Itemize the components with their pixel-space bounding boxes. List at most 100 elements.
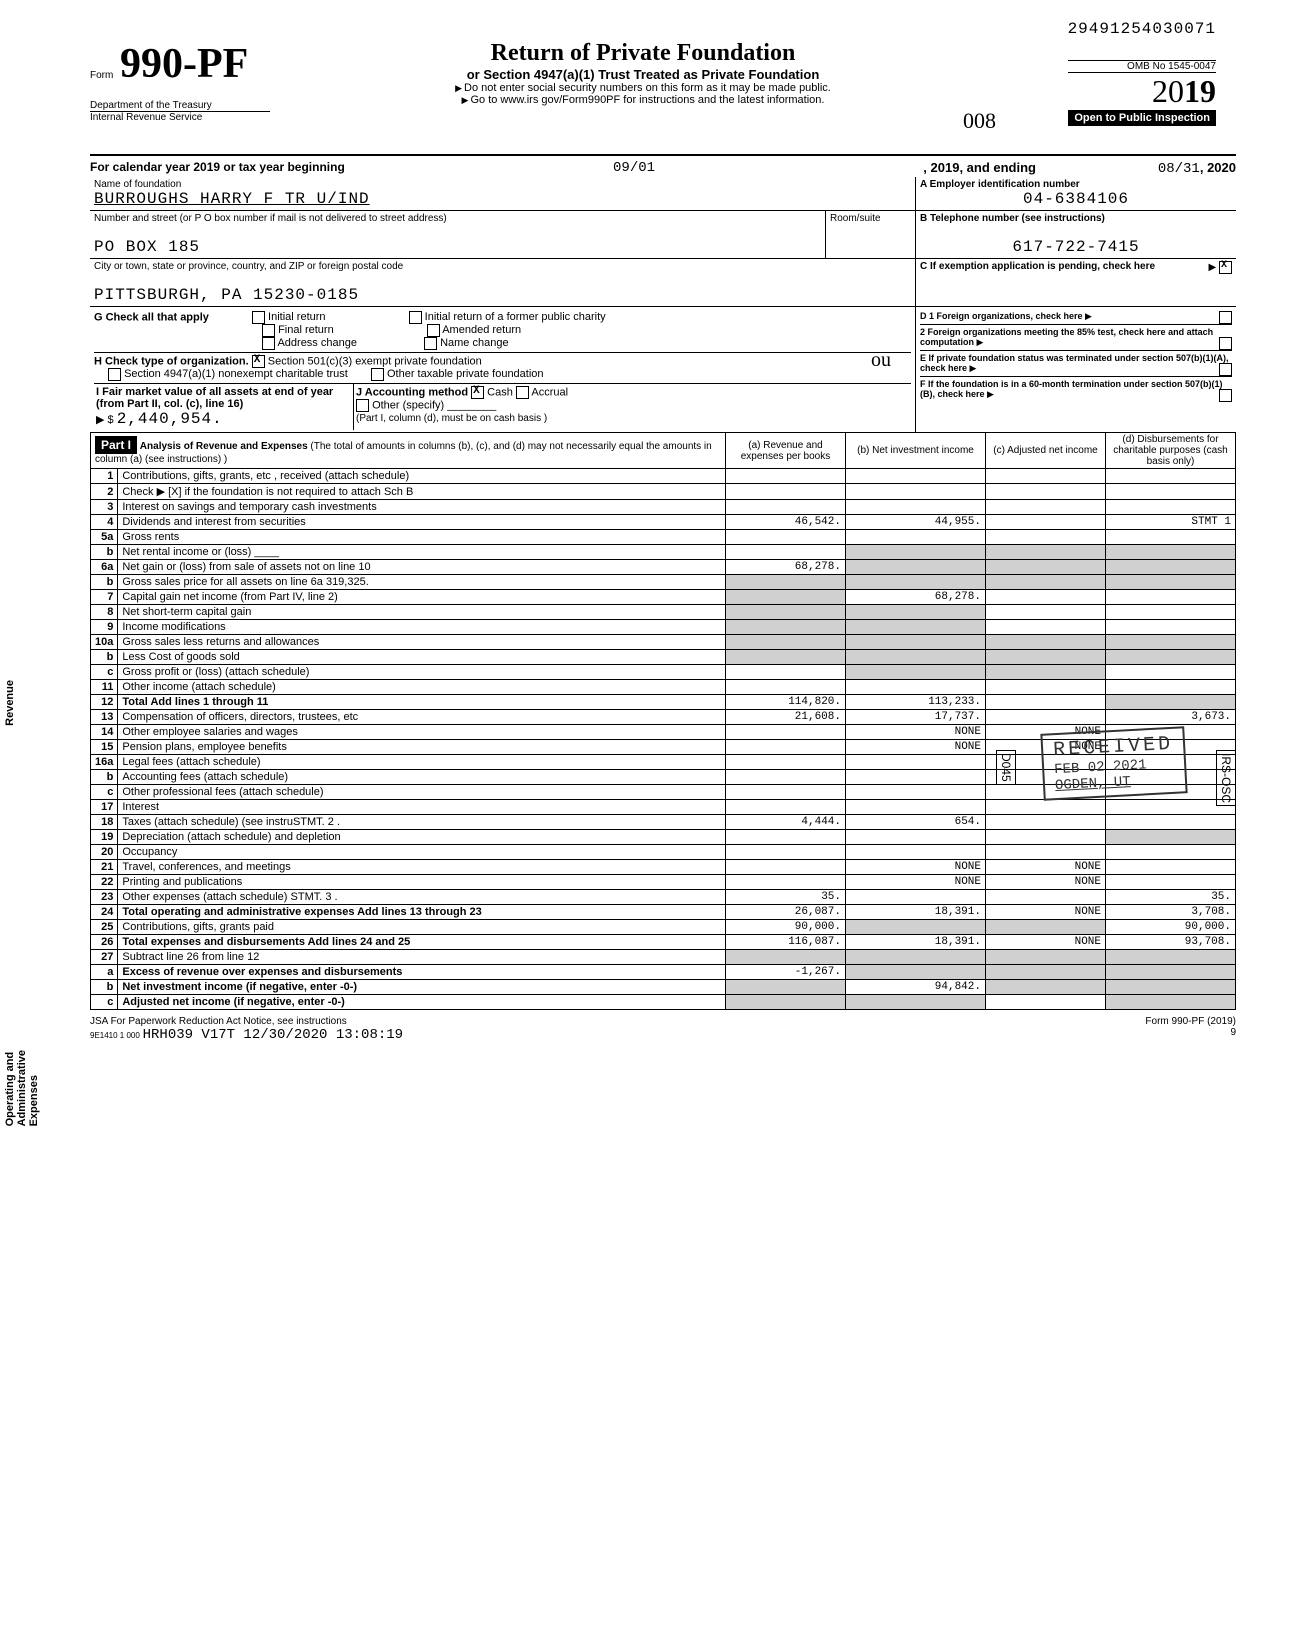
col-a-value[interactable] (726, 469, 846, 484)
col-b-value[interactable]: 113,233. (846, 695, 986, 710)
col-c-value[interactable] (986, 469, 1106, 484)
col-a-value[interactable] (726, 680, 846, 695)
col-a-value[interactable]: 4,444. (726, 815, 846, 830)
col-b-value[interactable]: 44,955. (846, 515, 986, 530)
col-c-value[interactable] (986, 980, 1106, 995)
col-c-value[interactable] (986, 650, 1106, 665)
col-d-value[interactable] (1106, 980, 1236, 995)
col-a-value[interactable] (726, 530, 846, 545)
col-b-value[interactable]: NONE (846, 875, 986, 890)
col-c-value[interactable] (986, 920, 1106, 935)
col-b-value[interactable] (846, 605, 986, 620)
col-c-value[interactable] (986, 950, 1106, 965)
col-d-value[interactable]: 90,000. (1106, 920, 1236, 935)
col-a-value[interactable]: 114,820. (726, 695, 846, 710)
col-a-value[interactable]: 90,000. (726, 920, 846, 935)
col-c-value[interactable] (986, 605, 1106, 620)
j-accrual-checkbox[interactable] (516, 386, 529, 399)
h-other-checkbox[interactable] (371, 368, 384, 381)
street[interactable]: PO BOX 185 (94, 238, 821, 256)
col-d-value[interactable]: 3,673. (1106, 710, 1236, 725)
i-amount[interactable]: 2,440,954. (117, 410, 223, 428)
g-initial-former-checkbox[interactable] (409, 311, 422, 324)
col-c-value[interactable] (986, 890, 1106, 905)
col-b-value[interactable] (846, 665, 986, 680)
col-b-value[interactable] (846, 545, 986, 560)
col-d-value[interactable] (1106, 620, 1236, 635)
col-a-value[interactable] (726, 875, 846, 890)
h-501c3-checkbox[interactable] (252, 355, 265, 368)
g-address-checkbox[interactable] (262, 337, 275, 350)
col-c-value[interactable] (986, 530, 1106, 545)
col-d-value[interactable] (1106, 469, 1236, 484)
col-b-value[interactable] (846, 469, 986, 484)
f-checkbox[interactable] (1219, 389, 1232, 402)
col-c-value[interactable] (986, 680, 1106, 695)
g-final-checkbox[interactable] (262, 324, 275, 337)
col-b-value[interactable] (846, 575, 986, 590)
col-b-value[interactable] (846, 680, 986, 695)
col-a-value[interactable]: 21,608. (726, 710, 846, 725)
col-a-value[interactable] (726, 590, 846, 605)
col-d-value[interactable] (1106, 605, 1236, 620)
col-c-value[interactable]: NONE (986, 935, 1106, 950)
col-d-value[interactable] (1106, 860, 1236, 875)
col-b-value[interactable]: 654. (846, 815, 986, 830)
col-d-value[interactable] (1106, 845, 1236, 860)
col-a-value[interactable] (726, 725, 846, 740)
col-c-value[interactable] (986, 515, 1106, 530)
g-initial-checkbox[interactable] (252, 311, 265, 324)
col-c-value[interactable] (986, 484, 1106, 500)
col-c-value[interactable]: NONE (986, 860, 1106, 875)
col-b-value[interactable]: NONE (846, 725, 986, 740)
col-c-value[interactable]: NONE (986, 875, 1106, 890)
col-d-value[interactable]: STMT 1 (1106, 515, 1236, 530)
col-b-value[interactable]: NONE (846, 860, 986, 875)
col-a-value[interactable] (726, 785, 846, 800)
col-b-value[interactable]: 68,278. (846, 590, 986, 605)
col-c-value[interactable] (986, 620, 1106, 635)
col-c-value[interactable] (986, 575, 1106, 590)
col-a-value[interactable] (726, 620, 846, 635)
col-b-value[interactable] (846, 484, 986, 500)
col-a-value[interactable] (726, 545, 846, 560)
col-b-value[interactable] (846, 995, 986, 1010)
col-b-value[interactable]: NONE (846, 740, 986, 755)
col-d-value[interactable]: 35. (1106, 890, 1236, 905)
col-a-value[interactable] (726, 575, 846, 590)
col-d-value[interactable]: 3,708. (1106, 905, 1236, 920)
col-a-value[interactable]: 35. (726, 890, 846, 905)
col-b-value[interactable] (846, 800, 986, 815)
col-c-value[interactable]: NONE (986, 905, 1106, 920)
col-b-value[interactable] (846, 770, 986, 785)
j-other-checkbox[interactable] (356, 399, 369, 412)
col-c-value[interactable] (986, 845, 1106, 860)
col-c-value[interactable] (986, 965, 1106, 980)
col-a-value[interactable] (726, 830, 846, 845)
e-checkbox[interactable] (1219, 363, 1232, 376)
col-a-value[interactable] (726, 770, 846, 785)
g-name-checkbox[interactable] (424, 337, 437, 350)
city[interactable]: PITTSBURGH, PA 15230-0185 (94, 286, 911, 304)
col-b-value[interactable]: 18,391. (846, 935, 986, 950)
col-a-value[interactable] (726, 755, 846, 770)
col-b-value[interactable] (846, 500, 986, 515)
col-c-value[interactable] (986, 635, 1106, 650)
col-c-value[interactable] (986, 710, 1106, 725)
col-a-value[interactable] (726, 650, 846, 665)
phone[interactable]: 617-722-7415 (920, 238, 1232, 256)
col-c-value[interactable] (986, 665, 1106, 680)
col-d-value[interactable] (1106, 950, 1236, 965)
col-b-value[interactable] (846, 890, 986, 905)
col-c-value[interactable] (986, 590, 1106, 605)
ein[interactable]: 04-6384106 (920, 190, 1232, 208)
col-a-value[interactable] (726, 484, 846, 500)
d2-checkbox[interactable] (1219, 337, 1232, 350)
c-checkbox[interactable] (1219, 261, 1232, 274)
col-b-value[interactable]: 18,391. (846, 905, 986, 920)
col-d-value[interactable] (1106, 665, 1236, 680)
col-b-value[interactable] (846, 830, 986, 845)
col-b-value[interactable] (846, 845, 986, 860)
col-a-value[interactable] (726, 845, 846, 860)
col-b-value[interactable]: 94,842. (846, 980, 986, 995)
